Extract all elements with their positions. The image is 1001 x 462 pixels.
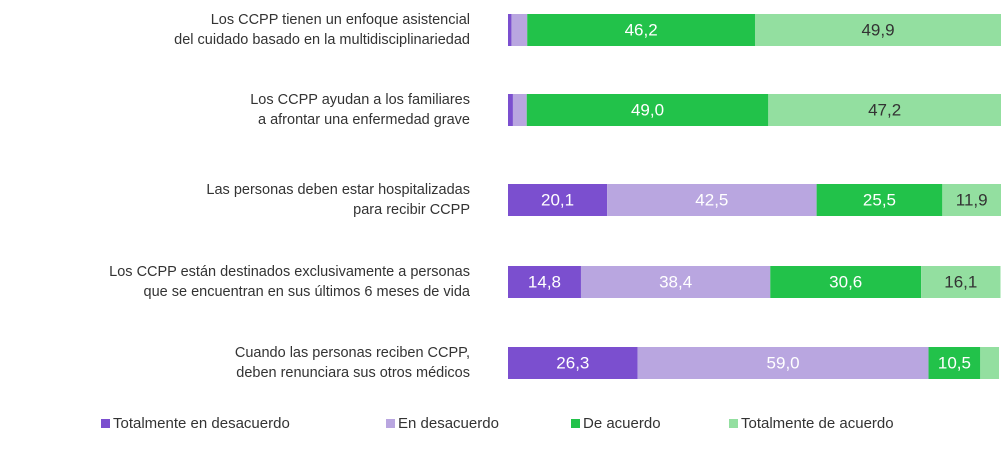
value-label: 26,3 xyxy=(556,353,589,372)
category-label: Los CCPP están destinados exclusivamente… xyxy=(109,264,470,280)
legend-label: En desacuerdo xyxy=(398,415,499,432)
bar-segment xyxy=(768,94,1001,126)
value-label: 47,2 xyxy=(868,100,901,119)
legend-swatch xyxy=(571,419,580,428)
bar-segment xyxy=(508,14,512,46)
bar-segment xyxy=(526,94,769,126)
bar-segment xyxy=(816,184,943,216)
bar-segment xyxy=(511,14,528,46)
category-label: deben renunciara sus otros médicos xyxy=(236,365,470,381)
bar-segment xyxy=(508,347,638,379)
bar-segment xyxy=(980,347,1000,379)
category-label: que se encuentran en sus últimos 6 meses… xyxy=(144,284,471,300)
category-label: para recibir CCPP xyxy=(353,202,470,218)
bar-segment xyxy=(607,184,817,216)
value-label: 30,6 xyxy=(829,272,862,291)
category-label: Cuando las personas reciben CCPP, xyxy=(235,345,470,361)
legend-swatch xyxy=(386,419,395,428)
bar-segment xyxy=(637,347,929,379)
value-label: 46,2 xyxy=(625,20,658,39)
value-label: 11,9 xyxy=(956,190,988,209)
value-label: 20,1 xyxy=(541,190,574,209)
category-label: del cuidado basado en la multidisciplina… xyxy=(174,32,470,48)
category-label: Los CCPP ayudan a los familiares xyxy=(250,92,470,108)
value-label: 38,4 xyxy=(659,272,692,291)
bar-segment xyxy=(942,184,1001,216)
value-label: 42,5 xyxy=(695,190,728,209)
legend-label: De acuerdo xyxy=(583,415,661,432)
bar-segment xyxy=(508,266,581,298)
value-label: 10,5 xyxy=(938,353,971,372)
bar-segment xyxy=(512,94,527,126)
value-label: 14,8 xyxy=(528,272,561,291)
value-label: 16,1 xyxy=(944,272,977,291)
legend-label: Totalmente en desacuerdo xyxy=(113,415,290,432)
bar-segment xyxy=(580,266,771,298)
legend-swatch xyxy=(101,419,110,428)
value-label: 49,9 xyxy=(861,20,894,39)
bar-segment xyxy=(527,14,755,46)
category-label: a afrontar una enfermedad grave xyxy=(258,112,470,128)
legend-label: Totalmente de acuerdo xyxy=(741,415,894,432)
bar-segment xyxy=(508,184,608,216)
bar-segment xyxy=(508,94,513,126)
bar-segment xyxy=(928,347,981,379)
value-label: 25,5 xyxy=(863,190,896,209)
category-label: Las personas deben estar hospitalizadas xyxy=(206,182,470,198)
value-label: 59,0 xyxy=(767,353,800,372)
bar-segment xyxy=(754,14,1001,46)
value-label: 49,0 xyxy=(631,100,664,119)
bar-segment xyxy=(770,266,922,298)
category-label: Los CCPP tienen un enfoque asistencial xyxy=(211,12,470,28)
bar-segment xyxy=(921,266,1001,298)
legend-swatch xyxy=(729,419,738,428)
